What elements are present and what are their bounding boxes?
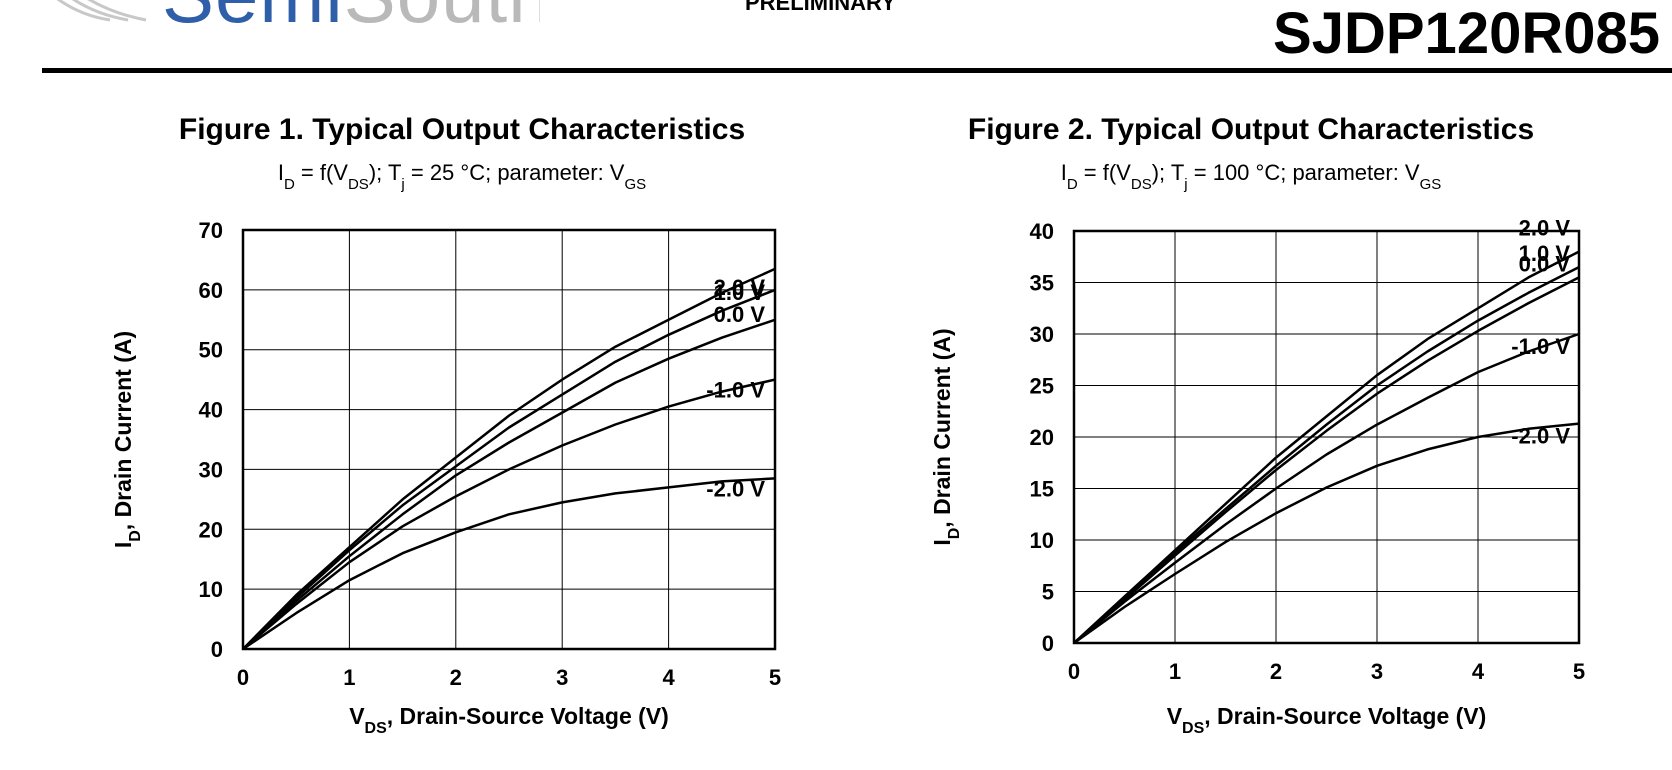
subtitle-sub: j <box>1183 176 1187 193</box>
axis-label-part: I <box>929 539 955 545</box>
series-line <box>242 477 776 651</box>
y-tick-label: 40 <box>199 398 223 423</box>
series-label: 1.0 V <box>714 280 766 305</box>
chart-2: Figure 2. Typical Output Characteristics… <box>929 113 1585 737</box>
x-axis-label: VDS, Drain-Source Voltage (V) <box>349 703 669 737</box>
series-line <box>1073 265 1580 644</box>
series-line <box>1073 332 1580 644</box>
chart-subtitle: ID = f(VDS); Tj = 25 °C; parameter: VGS <box>278 160 646 193</box>
subtitle-part: I <box>278 160 284 185</box>
series-line <box>242 378 776 650</box>
series-label: -2.0 V <box>706 476 765 501</box>
axis-label-sub: DS <box>1182 720 1205 737</box>
x-tick-label: 3 <box>556 665 568 690</box>
chart-subtitle: ID = f(VDS); Tj = 100 °C; parameter: VGS <box>1061 160 1442 193</box>
series-label: -1.0 V <box>706 378 765 403</box>
y-tick-label: 40 <box>1030 219 1054 244</box>
axis-label-part: , Drain Current (A) <box>929 328 955 527</box>
part-number: SJDP120R085 <box>1273 1 1660 66</box>
axis-label-part: , Drain Current (A) <box>110 331 136 530</box>
series-label: -2.0 V <box>1511 424 1570 449</box>
x-tick-label: 0 <box>237 665 249 690</box>
subtitle-sub: GS <box>1420 176 1442 193</box>
subtitle-sub: GS <box>624 176 646 193</box>
series-line <box>242 318 776 650</box>
axis-label-part: , Drain-Source Voltage (V) <box>387 703 669 729</box>
y-tick-label: 25 <box>1030 374 1054 399</box>
plot-frame <box>241 228 777 651</box>
x-tick-label: 0 <box>1068 659 1080 684</box>
series-label: 2.0 V <box>714 275 766 300</box>
y-tick-label: 20 <box>1030 425 1054 450</box>
y-tick-label: 15 <box>1030 477 1054 502</box>
y-tick-label: 35 <box>1030 271 1054 296</box>
logo-wordmark: SemiSouth <box>162 0 540 34</box>
x-tick-label: 4 <box>1472 659 1485 684</box>
axis-label-part: V <box>1167 703 1183 729</box>
subtitle-part: = 25 °C; parameter: V <box>405 160 625 185</box>
series-label: 0.0 V <box>1519 251 1571 276</box>
y-axis-label: ID, Drain Current (A) <box>110 331 144 548</box>
x-axis-label: VDS, Drain-Source Voltage (V) <box>1167 703 1487 737</box>
x-tick-label: 2 <box>450 665 462 690</box>
series-label: 1.0 V <box>1519 241 1571 266</box>
series-label: 0.0 V <box>714 302 766 327</box>
subtitle-sub: D <box>284 176 295 193</box>
logo-word-semi: Semi <box>162 0 344 34</box>
preliminary-label: PRELIMINARY <box>745 0 896 15</box>
subtitle-sub: D <box>1067 176 1078 193</box>
subtitle-sub: j <box>400 176 404 193</box>
x-tick-label: 3 <box>1371 659 1383 684</box>
series-line <box>1073 250 1580 644</box>
header-rule <box>42 68 1672 73</box>
y-tick-label: 60 <box>199 278 223 303</box>
logo-swoosh-icon <box>56 0 147 22</box>
x-tick-label: 1 <box>1169 659 1181 684</box>
subtitle-part: = f(V <box>295 160 349 185</box>
x-tick-label: 5 <box>1573 659 1585 684</box>
y-tick-label: 50 <box>199 338 223 363</box>
subtitle-sub: DS <box>1131 176 1152 193</box>
x-tick-label: 4 <box>662 665 675 690</box>
subtitle-part: = 100 °C; parameter: V <box>1188 160 1420 185</box>
logo-word-south: South <box>344 0 540 34</box>
subtitle-part: I <box>1061 160 1067 185</box>
series-line <box>242 267 776 650</box>
x-tick-label: 5 <box>769 665 781 690</box>
company-logo: SemiSouth <box>40 0 540 34</box>
axis-label-sub: DS <box>365 720 388 737</box>
x-tick-label: 2 <box>1270 659 1282 684</box>
y-tick-label: 20 <box>199 517 223 542</box>
series-label: -1.0 V <box>1511 334 1570 359</box>
axis-label-part: I <box>110 542 136 548</box>
y-tick-label: 70 <box>199 218 223 243</box>
axis-label-part: , Drain-Source Voltage (V) <box>1204 703 1486 729</box>
subtitle-part: ); T <box>369 160 402 185</box>
y-axis-label: ID, Drain Current (A) <box>929 328 963 545</box>
axis-label-sub: D <box>946 528 963 540</box>
subtitle-part: ); T <box>1152 160 1185 185</box>
chart-title: Figure 1. Typical Output Characteristics <box>179 113 745 146</box>
chart-1: Figure 1. Typical Output Characteristics… <box>110 113 781 737</box>
subtitle-part: = f(V <box>1078 160 1132 185</box>
y-tick-label: 30 <box>199 457 223 482</box>
y-tick-label: 10 <box>199 577 223 602</box>
subtitle-sub: DS <box>348 176 369 193</box>
series-label: 2.0 V <box>1519 216 1571 241</box>
y-tick-label: 30 <box>1030 322 1054 347</box>
y-tick-label: 10 <box>1030 528 1054 553</box>
y-tick-label: 0 <box>1042 631 1054 656</box>
series-line <box>242 288 776 650</box>
axis-label-part: V <box>349 703 365 729</box>
series-line <box>1073 422 1580 645</box>
y-tick-label: 5 <box>1042 580 1054 605</box>
series-line <box>1073 276 1580 644</box>
plot-frame <box>1072 229 1581 645</box>
x-tick-label: 1 <box>343 665 355 690</box>
y-tick-label: 0 <box>211 637 223 662</box>
chart-title: Figure 2. Typical Output Characteristics <box>968 113 1534 146</box>
axis-label-sub: D <box>127 530 144 542</box>
